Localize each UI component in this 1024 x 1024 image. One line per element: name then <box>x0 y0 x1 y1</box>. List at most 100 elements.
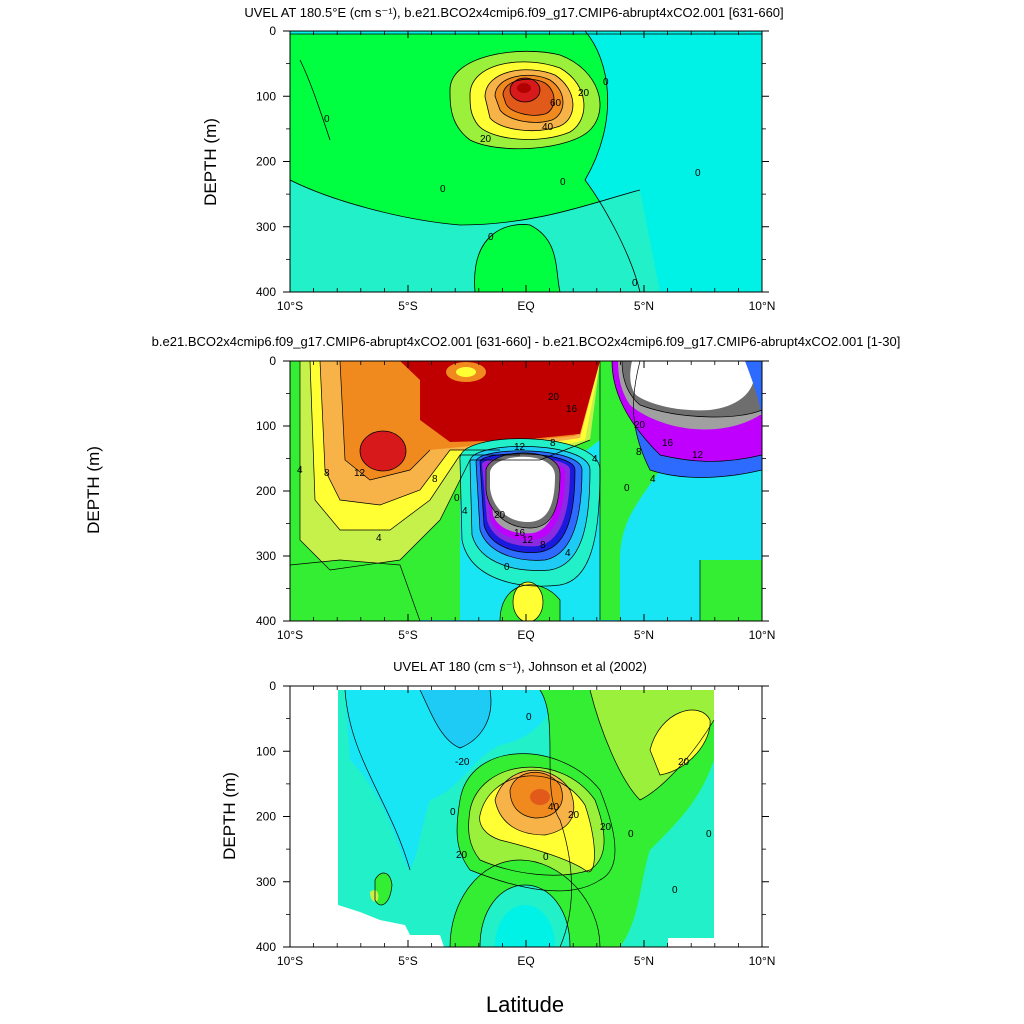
panel-2-field <box>290 361 762 621</box>
y-tick-label: 100 <box>256 744 276 758</box>
contour-label: 0 <box>695 168 701 179</box>
deep-core <box>495 905 555 947</box>
y-tick-label: 300 <box>256 875 276 889</box>
negative-region-deep <box>290 180 660 292</box>
positive-west-20 <box>360 431 406 471</box>
x-tick-label: 5°S <box>398 628 417 642</box>
x-axis-label: Latitude <box>486 992 564 1017</box>
panel-3-title: UVEL AT 180 (cm s⁻¹), Johnson et al (200… <box>393 659 647 674</box>
small-positive-2 <box>370 890 379 902</box>
contour-label: 20 <box>456 850 468 861</box>
contour-label: 20 <box>634 420 646 431</box>
contour-label: 4 <box>565 548 571 559</box>
x-tick-label: EQ <box>517 628 534 642</box>
contour-label: 20 <box>600 822 612 833</box>
y-tick-label: 100 <box>256 419 276 433</box>
panel-3-field <box>290 686 762 947</box>
y-tick-label: 0 <box>269 24 276 38</box>
x-tick-label: 5°S <box>398 299 417 313</box>
positive-east-20 <box>650 710 711 775</box>
x-tick-label: 10°S <box>277 628 303 642</box>
panel-2-ylabel: DEPTH (m) <box>84 446 103 534</box>
x-tick-label: 5°N <box>634 628 654 642</box>
y-tick-label: 200 <box>256 484 276 498</box>
y-tick-label: 300 <box>256 549 276 563</box>
x-tick-label: 5°N <box>634 299 654 313</box>
positive-deep-core <box>513 582 543 621</box>
panel-3: UVEL AT 180 (cm s⁻¹), Johnson et al (200… <box>220 659 775 968</box>
positive-core-sub-2 <box>456 367 476 377</box>
positive-deep-west <box>290 560 420 621</box>
y-tick-label: 100 <box>256 89 276 103</box>
negative-east-white <box>630 361 755 411</box>
positive-core <box>400 361 600 442</box>
contour-label: 20 <box>480 134 492 145</box>
negative-east-green <box>600 361 660 620</box>
contour-label: 4 <box>376 533 382 544</box>
contour-label: 8 <box>550 438 556 449</box>
contour-label: 4 <box>297 465 303 476</box>
contour-label: 8 <box>432 474 438 485</box>
jet-max <box>517 83 531 93</box>
contour-label: 16 <box>662 438 674 449</box>
negative-region <box>345 690 560 870</box>
x-tick-label: 10°N <box>749 299 776 313</box>
small-positive <box>375 873 392 905</box>
contour-label: 4 <box>462 506 468 517</box>
contour-label: 0 <box>603 77 609 88</box>
contour-label: 0 <box>560 177 566 188</box>
contour-label: 20 <box>568 810 580 821</box>
x-tick-label: 5°S <box>398 954 417 968</box>
contour-label: 12 <box>514 442 526 453</box>
contour-label: 4 <box>650 474 656 485</box>
positive-region-deep <box>474 224 560 292</box>
contour-label: 16 <box>566 404 578 415</box>
contour-label: 60 <box>550 98 562 109</box>
contour-label: 20 <box>548 392 560 403</box>
contour-label: 0 <box>504 562 510 573</box>
contour-label: 0 <box>624 483 630 494</box>
contour-label: 40 <box>548 802 560 813</box>
contour-label: 0 <box>628 829 634 840</box>
contour-label: 8 <box>324 468 330 479</box>
negative-east-edge <box>745 361 762 420</box>
jet-max <box>530 789 550 805</box>
panel-2: b.e21.BCO2x4cmip6.f09_g17.CMIP6-abrupt4x… <box>84 334 900 642</box>
panel-3-ylabel: DEPTH (m) <box>220 772 239 860</box>
x-tick-label: 10°N <box>749 954 776 968</box>
x-tick-label: 10°N <box>749 628 776 642</box>
contour-label: 12 <box>522 535 534 546</box>
contour-label: 20 <box>494 510 506 521</box>
negative-20-region <box>420 690 491 748</box>
x-tick-label: EQ <box>517 954 534 968</box>
y-tick-label: 200 <box>256 155 276 169</box>
contour-label: 40 <box>542 122 554 133</box>
panel-1-ylabel: DEPTH (m) <box>201 118 220 206</box>
negative-eq-white <box>490 456 555 522</box>
panel-1-title: UVEL AT 180.5°E (cm s⁻¹), b.e21.BCO2x4cm… <box>244 5 783 20</box>
contour-label: 0 <box>632 278 638 289</box>
contour-label: 8 <box>636 447 642 458</box>
y-tick-label: 300 <box>256 220 276 234</box>
contour-label: 0 <box>488 232 494 243</box>
contour-label: 0 <box>672 885 678 896</box>
contour-label: 0 <box>440 184 446 195</box>
positive-deep-east <box>700 560 762 621</box>
y-tick-label: 400 <box>256 940 276 954</box>
panel-1: UVEL AT 180.5°E (cm s⁻¹), b.e21.BCO2x4cm… <box>201 5 784 313</box>
x-tick-label: 10°S <box>277 299 303 313</box>
contour-label: 0 <box>454 493 460 504</box>
contour-label: 4 <box>592 454 598 465</box>
y-tick-label: 0 <box>269 679 276 693</box>
contour-label: 20 <box>578 88 590 99</box>
y-tick-label: 200 <box>256 810 276 824</box>
panel-1-field <box>290 31 762 292</box>
y-tick-label: 400 <box>256 285 276 299</box>
contour-label: 0 <box>526 712 532 723</box>
contour-label: 0 <box>543 852 549 863</box>
y-tick-label: 0 <box>269 354 276 368</box>
